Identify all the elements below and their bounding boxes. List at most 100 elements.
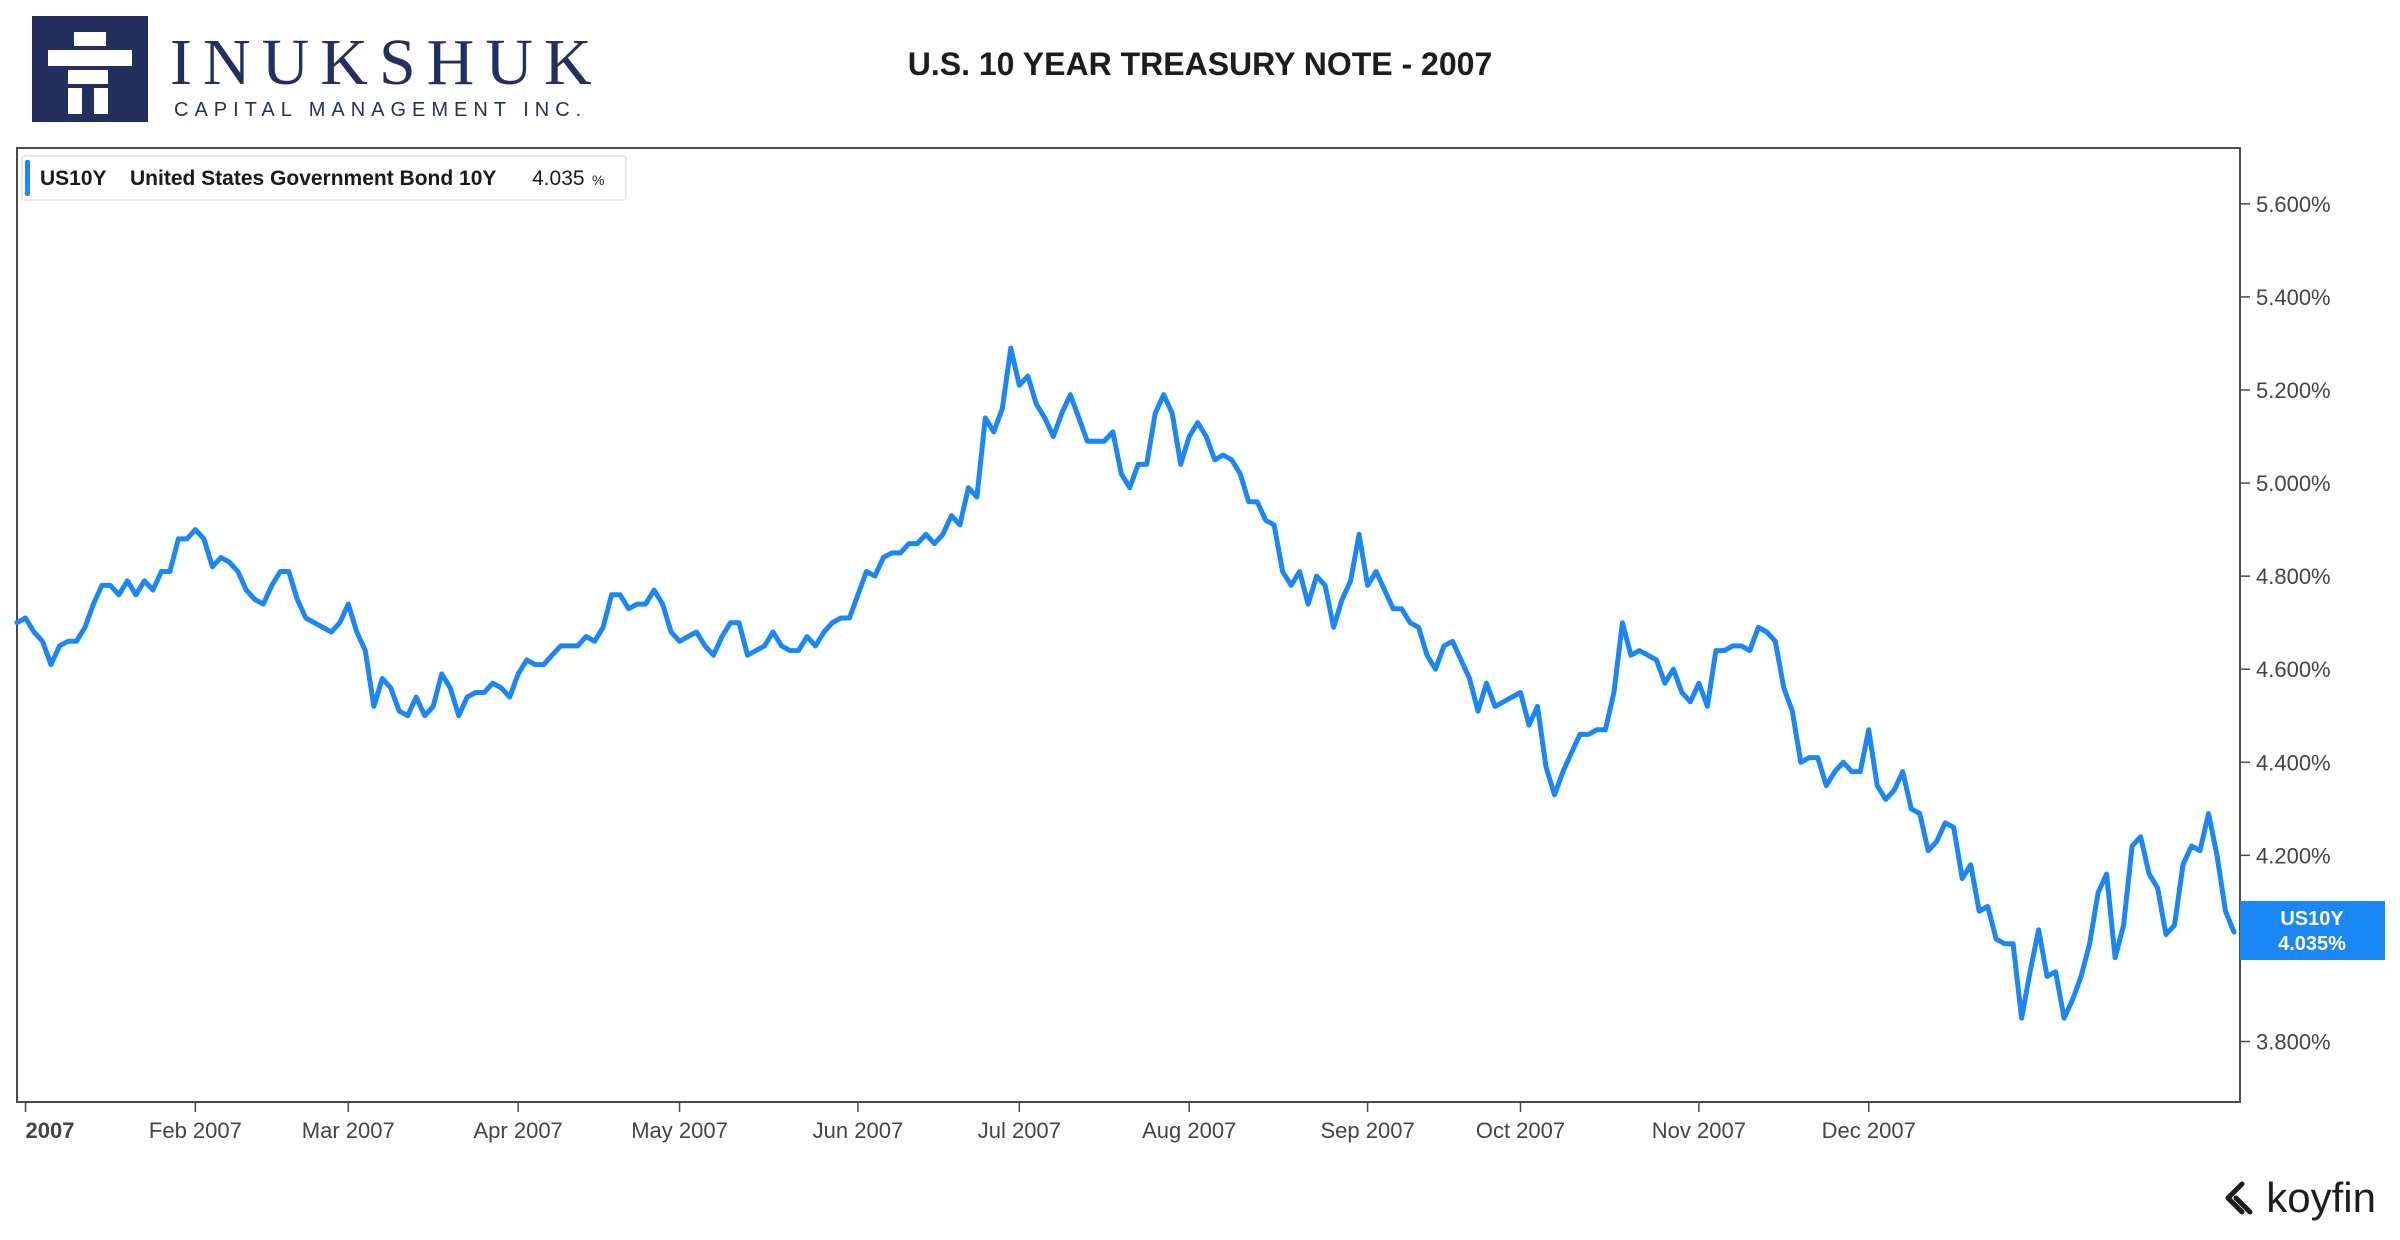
data-point (227, 560, 232, 565)
data-point (703, 643, 708, 648)
data-point (1798, 760, 1803, 765)
data-point (15, 620, 20, 625)
data-point (974, 495, 979, 500)
data-point (720, 634, 725, 639)
data-point (218, 555, 223, 560)
data-point (1119, 471, 1124, 476)
data-point (618, 592, 623, 597)
data-point (1272, 522, 1277, 527)
data-point (320, 625, 325, 630)
data-point (1450, 639, 1455, 644)
data-point (1611, 690, 1616, 695)
series-line-us10y[interactable] (14, 345, 2237, 1021)
data-point (2096, 890, 2101, 895)
data-point (2019, 1016, 2024, 1021)
data-point (1696, 681, 1701, 686)
price-tag-ticker: US10Y (2280, 908, 2344, 930)
data-point (1391, 606, 1396, 611)
data-point (150, 588, 155, 593)
data-point (1815, 755, 1820, 760)
data-point (456, 713, 461, 718)
data-point (855, 592, 860, 597)
data-point (329, 630, 334, 635)
plot-frame (16, 147, 2241, 1103)
data-point (2045, 974, 2050, 979)
data-point (295, 597, 300, 602)
data-point (2147, 872, 2152, 877)
data-point (1255, 499, 1260, 504)
data-point (1416, 625, 1421, 630)
data-point (125, 578, 130, 583)
data-point (414, 695, 419, 700)
data-point (133, 592, 138, 597)
y-tick-label: 4.200% (2256, 843, 2331, 868)
data-point (167, 569, 172, 574)
data-point (1280, 569, 1285, 574)
data-point (1594, 727, 1599, 732)
data-point (363, 648, 368, 653)
data-point (1569, 751, 1574, 756)
legend-value: 4.035 (532, 167, 585, 190)
data-point (159, 569, 164, 574)
y-tick-label: 5.200% (2256, 378, 2331, 403)
data-point (201, 536, 206, 541)
data-point (1730, 643, 1735, 648)
data-point (1161, 392, 1166, 397)
legend-description: United States Government Bond 10Y (130, 167, 496, 190)
data-point (2232, 930, 2237, 935)
data-point (1781, 685, 1786, 690)
data-point (108, 583, 113, 588)
data-point (354, 630, 359, 635)
current-price-tag: US10Y 4.035% (2240, 901, 2385, 960)
data-point (1764, 630, 1769, 635)
x-tick-label: Aug 2007 (1142, 1118, 1236, 1143)
data-point (1875, 783, 1880, 788)
data-point (779, 643, 784, 648)
data-point (1790, 709, 1795, 714)
data-point (838, 616, 843, 621)
data-point (686, 634, 691, 639)
data-point (592, 639, 597, 644)
x-tick-label: Jul 2007 (978, 1118, 1061, 1143)
data-point (1713, 648, 1718, 653)
price-tag-value: 4.035% (2278, 933, 2346, 955)
data-point (1144, 462, 1149, 467)
x-tick-label: Apr 2007 (474, 1118, 563, 1143)
data-point (2036, 927, 2041, 932)
data-point (872, 574, 877, 579)
data-point (1994, 937, 1999, 942)
data-point (2011, 941, 2016, 946)
data-point (346, 602, 351, 607)
data-point (541, 662, 546, 667)
data-point (244, 588, 249, 593)
data-point (1357, 532, 1362, 537)
data-point (1849, 769, 1854, 774)
data-point (558, 643, 563, 648)
data-point (439, 671, 444, 676)
data-point (516, 671, 521, 676)
data-point (312, 620, 317, 625)
data-point (1153, 411, 1158, 416)
data-point (1841, 760, 1846, 765)
data-point (1934, 839, 1939, 844)
legend[interactable]: US10Y United States Government Bond 10Y … (21, 155, 627, 201)
data-point (286, 569, 291, 574)
y-tick-label: 4.800% (2256, 564, 2331, 589)
data-point (2130, 844, 2135, 849)
data-point (609, 592, 614, 597)
series-points (15, 346, 2237, 1021)
x-tick-label: Jun 2007 (813, 1118, 904, 1143)
x-tick-label: Sep 2007 (1320, 1118, 1414, 1143)
data-point (116, 592, 121, 597)
y-tick-label: 5.600% (2256, 192, 2331, 217)
data-point (949, 513, 954, 518)
data-point (1212, 457, 1217, 462)
x-tick-label: May 2007 (631, 1118, 728, 1143)
data-point (1960, 876, 1965, 881)
data-point (1000, 406, 1005, 411)
data-point (32, 630, 37, 635)
data-point (1246, 499, 1251, 504)
data-point (1756, 625, 1761, 630)
data-point (40, 639, 45, 644)
